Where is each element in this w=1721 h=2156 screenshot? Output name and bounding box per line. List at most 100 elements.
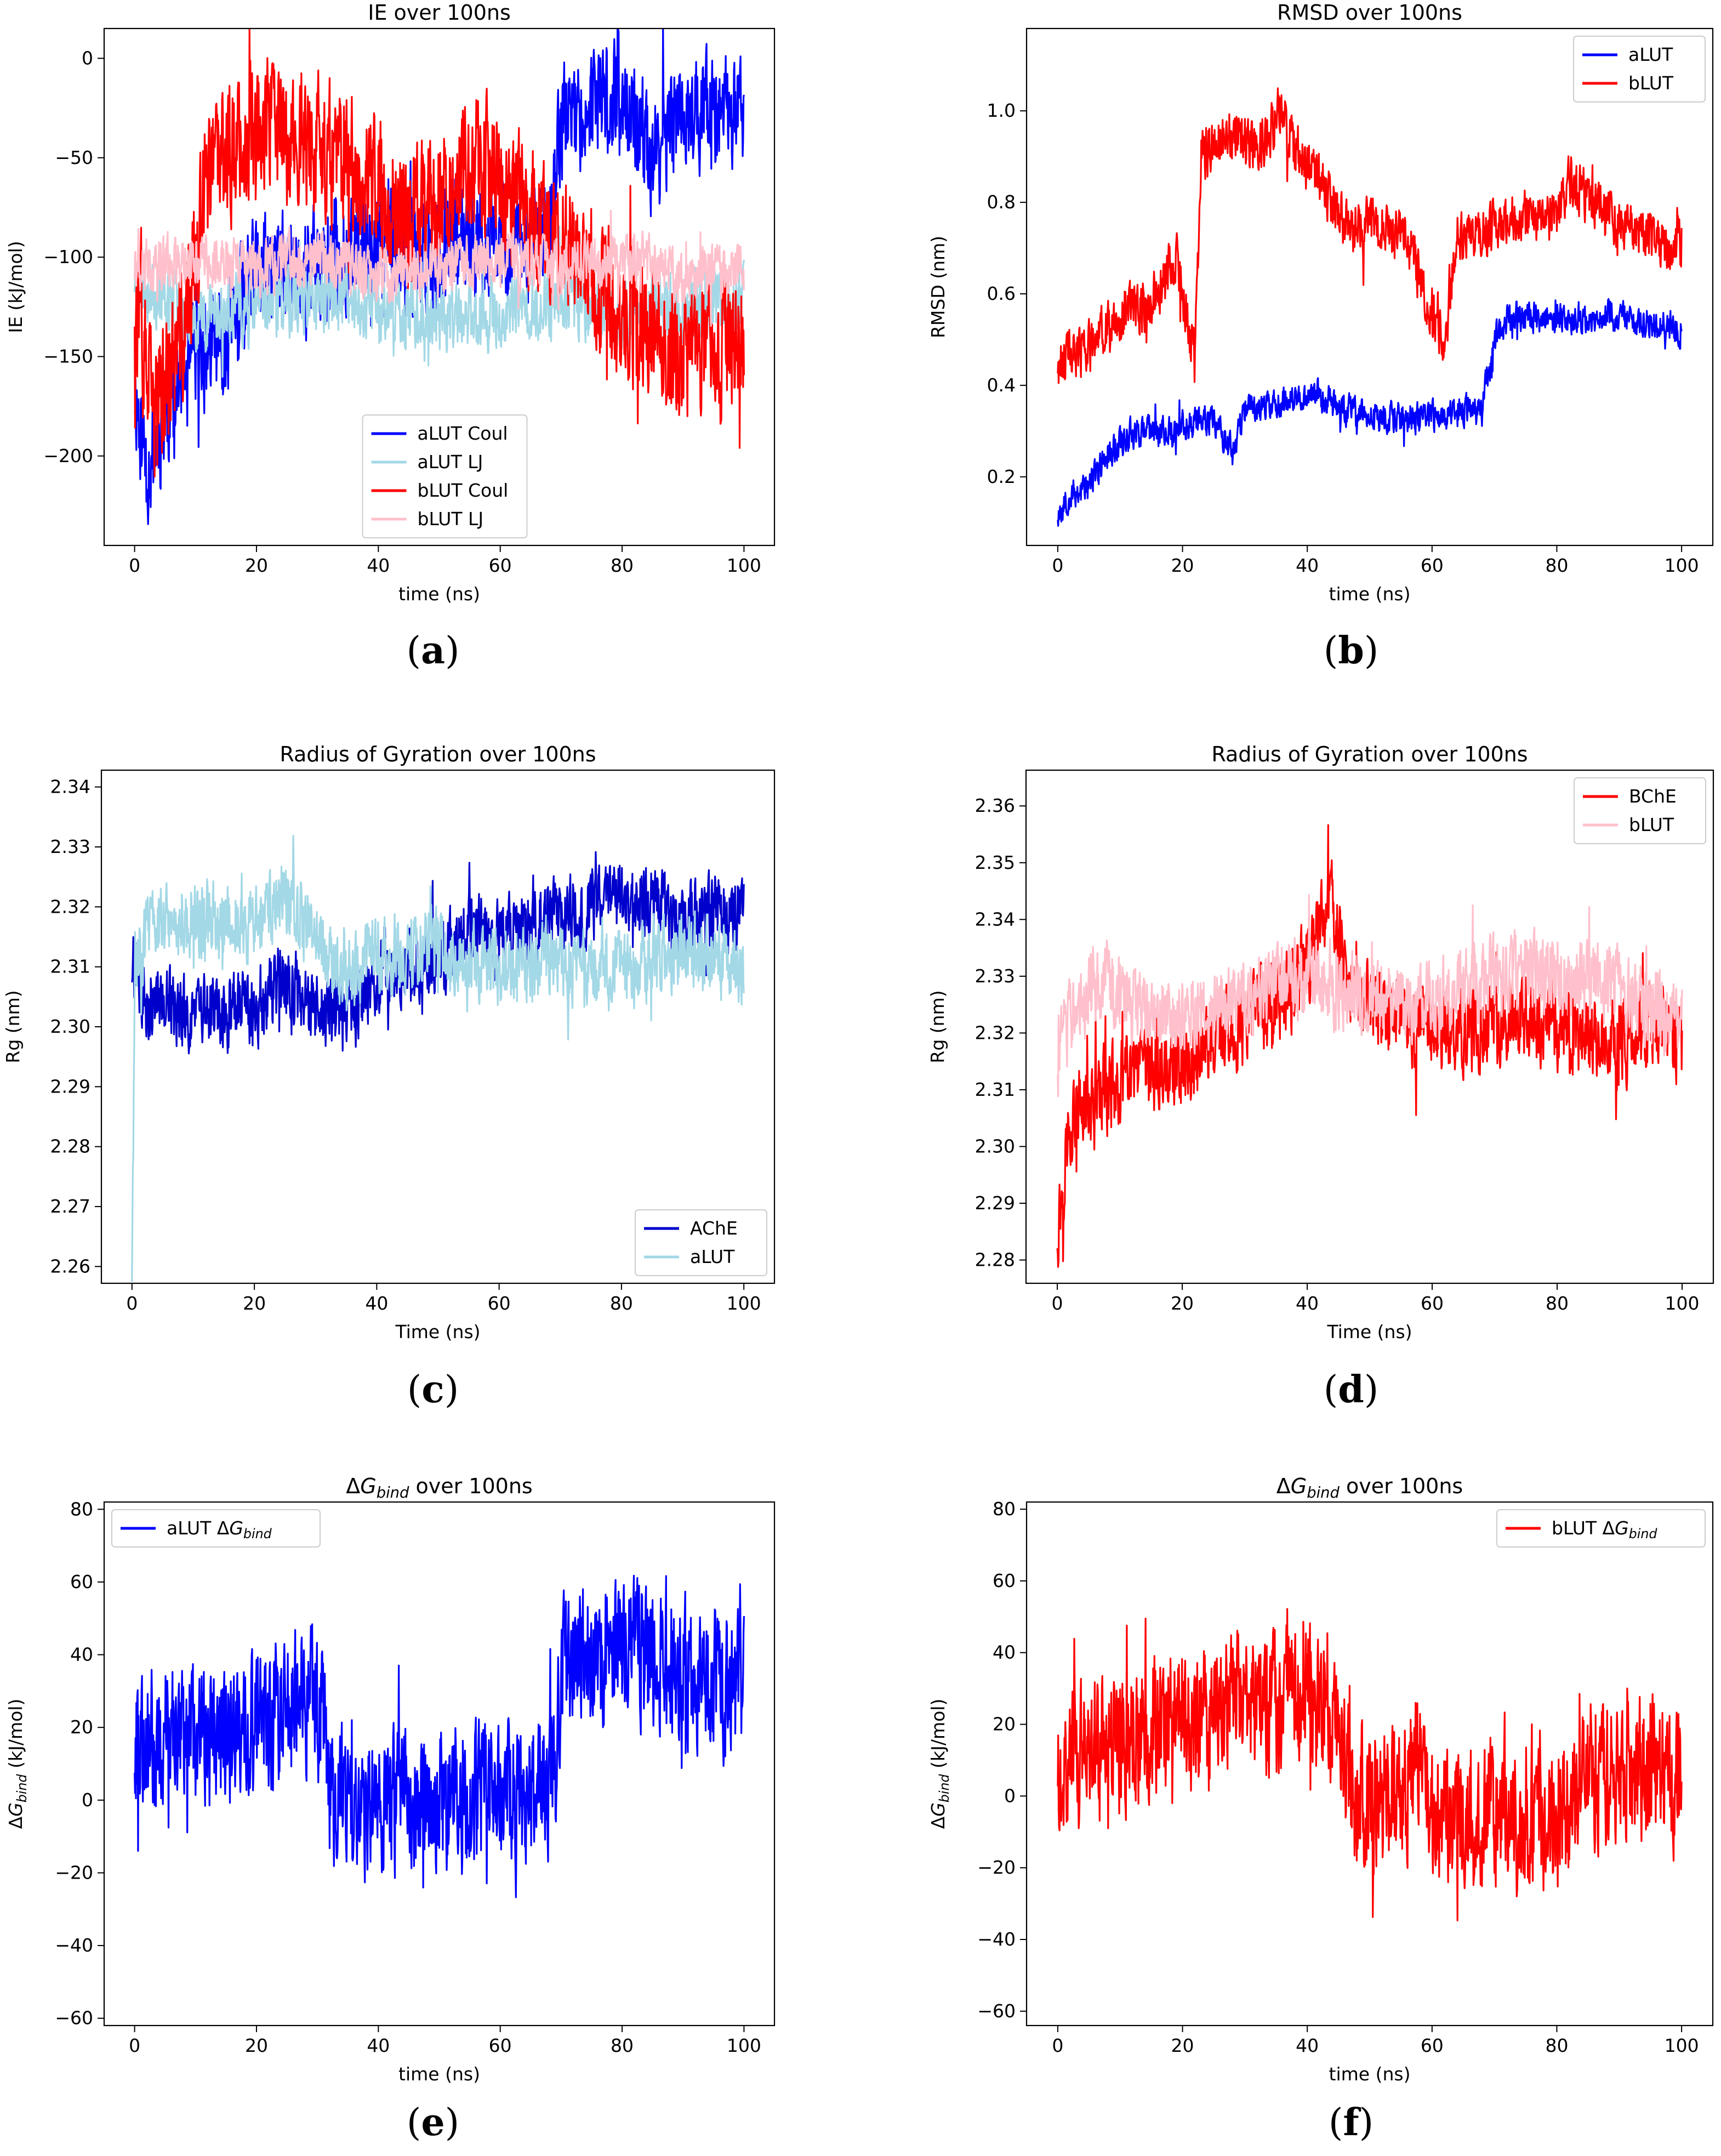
y-tick-label-e-3: 20 (70, 1716, 93, 1738)
legend-b: aLUT bLUT (1573, 36, 1706, 103)
legend-box-a (362, 414, 528, 538)
x-axis-label-d: Time (ns) (1326, 1321, 1412, 1342)
y-tick-label-f-5: −20 (977, 1857, 1016, 1878)
x-tick-label-e-0: 0 (129, 2035, 140, 2056)
plot-frame-e (103, 1501, 776, 2027)
y-tick-label-e-5: −20 (55, 1862, 93, 1883)
x-axis-label-c: Time (ns) (395, 1321, 480, 1342)
plot-area-b (1057, 87, 1683, 527)
y-tick-label-c-3: 2.29 (50, 1076, 90, 1097)
panel-caption-b: (b) (1324, 629, 1379, 673)
legend-label-c-0: AChE (690, 1218, 738, 1239)
x-tick-label-a-1: 20 (245, 555, 268, 576)
x-tick-label-d-2: 40 (1296, 1293, 1319, 1314)
y-tick-label-c-6: 2.32 (50, 896, 90, 917)
series-line-b-1 (1057, 87, 1683, 384)
x-tick-label-e-1: 20 (245, 2035, 268, 2056)
panel-caption-c: (c) (407, 1368, 459, 1412)
series-line-f-0 (1057, 1608, 1683, 1921)
y-tick-label-c-2: 2.28 (50, 1136, 90, 1157)
plot-area-e (134, 1574, 745, 1898)
y-tick-label-d-0: 2.28 (975, 1249, 1015, 1271)
y-axis-label-b: RMSD (nm) (927, 236, 949, 338)
y-axis-label-d: Rg (nm) (927, 990, 948, 1063)
x-tick-label-a-5: 100 (727, 555, 761, 576)
chart-b: 0 20 40 60 80 100 0.2 0.4 0.6 0.8 1.0 RMSD over 100… (927, 1, 1714, 605)
x-tick-label-a-2: 40 (367, 555, 390, 576)
x-tick-label-d-4: 80 (1546, 1293, 1569, 1314)
x-tick-label-e-4: 80 (611, 2035, 634, 2056)
legend-label-a-1: aLUT LJ (418, 451, 483, 473)
series-line-a-3 (134, 209, 745, 327)
x-tick-label-c-4: 80 (610, 1293, 633, 1314)
series-line-e-0 (134, 1574, 745, 1898)
x-tick-label-b-2: 40 (1296, 555, 1319, 576)
chart-d: 0 20 40 60 80 100 2.28 2.29 2.30 2.31 2.32 2.33 2.34… (927, 742, 1714, 1342)
x-tick-label-a-3: 60 (489, 555, 512, 576)
y-tick-label-c-1: 2.27 (50, 1196, 90, 1217)
panel-caption-d: (d) (1324, 1368, 1379, 1412)
series-line-a-2 (134, 29, 745, 478)
y-tick-label-f-0: 80 (993, 1498, 1016, 1520)
y-axis-label-a: IE (kJ/mol) (5, 241, 26, 333)
y-tick-label-f-6: −40 (977, 1929, 1016, 1950)
y-tick-label-c-0: 2.26 (50, 1255, 90, 1277)
legend-e: aLUT ΔGbind (111, 1509, 321, 1548)
chart-title-c: Radius of Gyration over 100ns (280, 742, 596, 766)
x-tick-label-f-5: 100 (1665, 2035, 1699, 2056)
y-tick-label-b-0: 0.2 (987, 466, 1016, 487)
legend-label-e-0: aLUT ΔGbind (167, 1517, 272, 1541)
x-tick-label-b-3: 60 (1421, 555, 1444, 576)
x-axis-label-b: time (ns) (1329, 583, 1411, 605)
x-tick-label-e-2: 40 (367, 2035, 390, 2056)
y-tick-label-d-2: 2.30 (975, 1135, 1015, 1157)
x-tick-label-a-4: 80 (611, 555, 634, 576)
x-tick-label-c-0: 0 (126, 1293, 138, 1314)
series-line-c-1 (131, 834, 745, 1282)
panel-caption-a: (a) (406, 629, 459, 673)
legend-label-a-3: bLUT LJ (418, 508, 484, 530)
y-tick-label-e-7: −60 (55, 2007, 93, 2029)
y-tick-label-e-1: 60 (70, 1571, 93, 1592)
x-tick-label-a-0: 0 (129, 555, 140, 576)
legend-a: aLUT Coul aLUT LJ bLUT Coul bLUT LJ (362, 414, 528, 538)
plot-area-a (134, 29, 745, 525)
x-tick-label-e-3: 60 (489, 2035, 512, 2056)
x-tick-label-f-4: 80 (1545, 2035, 1568, 2056)
x-axis-label-a: time (ns) (398, 583, 480, 605)
y-tick-label-e-6: −40 (55, 1935, 93, 1956)
chart-f: 0 20 40 60 80 100 80 60 40 20 0 −20 −40 −60 ΔGbind ove… (927, 1474, 1714, 2085)
y-tick-label-e-4: 0 (82, 1789, 93, 1811)
y-tick-label-c-4: 2.30 (50, 1016, 90, 1037)
x-tick-label-b-1: 20 (1171, 555, 1194, 576)
x-tick-label-b-5: 100 (1665, 555, 1699, 576)
chart-title-e: ΔGbind over 100ns (346, 1474, 532, 1501)
x-tick-label-b-0: 0 (1052, 555, 1063, 576)
chart-e: 0 20 40 60 80 100 80 60 40 20 0 −20 −40 −60 ΔGbind ove… (5, 1474, 776, 2085)
y-tick-label-d-1: 2.29 (975, 1192, 1015, 1214)
y-tick-label-d-6: 2.34 (975, 908, 1015, 930)
x-tick-label-c-2: 40 (365, 1293, 388, 1314)
legend-d: BChE bLUT (1574, 777, 1706, 844)
y-tick-label-d-5: 2.33 (975, 965, 1015, 987)
x-tick-label-f-3: 60 (1421, 2035, 1444, 2056)
legend-box-b (1573, 36, 1706, 103)
chart-c: 0 20 40 60 80 100 2.26 2.27 2.28 2.29 2.30 2.31 2.32… (2, 742, 776, 1342)
y-axis-label-c: Rg (nm) (2, 990, 24, 1063)
y-axis-label-f: ΔGbind (kJ/mol) (927, 1699, 952, 1829)
plot-frame-a (103, 27, 776, 547)
y-tick-label-c-5: 2.31 (50, 956, 90, 977)
legend-c: AChE aLUT (635, 1209, 767, 1276)
legend-box-d (1574, 777, 1706, 844)
y-tick-label-a-0: 0 (82, 47, 93, 69)
x-axis-label-f: time (ns) (1329, 2063, 1411, 2085)
y-tick-label-b-3: 0.8 (987, 191, 1016, 213)
legend-label-b-1: bLUT (1628, 72, 1674, 94)
y-tick-label-d-3: 2.31 (975, 1079, 1015, 1100)
plot-area-d (1056, 824, 1683, 1268)
series-line-d-0 (1056, 824, 1683, 1268)
legend-label-a-2: bLUT Coul (418, 480, 509, 501)
series-line-d-1 (1056, 894, 1683, 1097)
x-tick-label-d-1: 20 (1171, 1293, 1194, 1314)
x-tick-label-c-3: 60 (488, 1293, 511, 1314)
